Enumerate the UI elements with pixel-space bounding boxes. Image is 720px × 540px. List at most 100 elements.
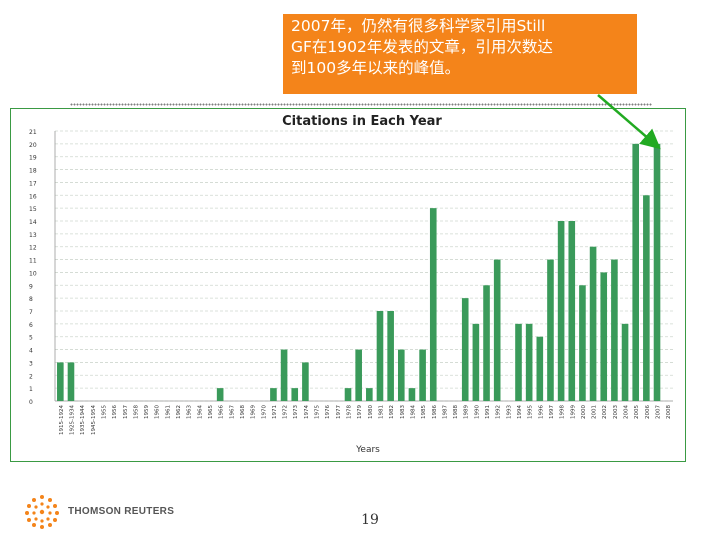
- x-tick-label: 1964: [197, 405, 203, 419]
- bar-1984: [408, 388, 416, 401]
- bar-1986: [429, 208, 437, 401]
- x-tick-label: 1971: [272, 405, 278, 419]
- y-tick-label: 14: [29, 219, 37, 226]
- x-tick-label: 1992: [496, 405, 502, 419]
- x-tick-label: 1972: [283, 405, 289, 419]
- y-tick-label: 15: [29, 206, 37, 213]
- bar-1978: [344, 388, 352, 401]
- x-tick-label: 1973: [293, 405, 299, 419]
- x-tick-label: 1925-1934: [69, 405, 75, 435]
- x-tick-label: 2004: [624, 405, 630, 419]
- x-tick-label: 1982: [389, 405, 395, 419]
- x-tick-label: 1979: [357, 405, 363, 419]
- x-tick-label: 2005: [634, 405, 640, 419]
- x-tick-label: 1959: [144, 405, 150, 419]
- y-tick-label: 20: [29, 142, 37, 149]
- x-tick-label: 1955: [101, 405, 107, 419]
- x-tick-label: 1993: [506, 405, 512, 419]
- x-tick-label: 2008: [666, 405, 672, 419]
- x-tick-label: 1994: [517, 405, 523, 419]
- y-tick-label: 0: [29, 399, 33, 406]
- bar-1992: [493, 259, 501, 401]
- x-tick-label: 1985: [421, 405, 427, 419]
- x-tick-label: 1991: [485, 405, 491, 419]
- bar-1971: [270, 388, 277, 401]
- thomson-reuters-logo: THOMSON REUTERS: [22, 492, 182, 532]
- x-tick-label: 1980: [368, 405, 374, 419]
- citations-bar-chart: Citations in Each Year 01234567891011121…: [29, 114, 673, 455]
- x-tick-label: 2006: [645, 405, 651, 419]
- x-tick-label: 2003: [613, 405, 619, 419]
- bar-1966: [216, 388, 224, 401]
- x-tick-label: 1990: [474, 405, 480, 419]
- x-tick-label: 1961: [165, 405, 171, 419]
- bar-1980: [366, 388, 373, 401]
- x-tick-label: 1966: [219, 405, 225, 419]
- x-tick-label: 1995: [528, 405, 534, 419]
- bar-1996: [536, 336, 544, 401]
- y-tick-label: 19: [29, 155, 37, 162]
- bar-1991: [483, 285, 490, 401]
- y-tick-label: 2: [29, 373, 33, 380]
- page-number: 19: [361, 512, 379, 528]
- chart-title: Citations in Each Year: [282, 114, 442, 129]
- x-tick-label: 1962: [176, 405, 182, 419]
- bar-1974: [302, 362, 309, 401]
- bar-1973: [291, 388, 299, 401]
- x-tick-label: 1969: [251, 405, 257, 419]
- y-tick-label: 16: [29, 193, 37, 200]
- annotation-callout: 2007年，仍然有很多科学家引用Still GF在1902年发表的文章，引用次数…: [283, 14, 637, 94]
- x-tick-label: 1968: [240, 405, 246, 419]
- x-tick-label: 1975: [315, 405, 321, 419]
- dotted-divider: [70, 103, 652, 106]
- y-tick-label: 13: [29, 232, 37, 239]
- y-tick-label: 11: [29, 258, 37, 265]
- bar-1915-1924: [57, 362, 64, 401]
- bar-1998: [557, 221, 565, 401]
- y-tick-label: 1: [29, 386, 33, 393]
- x-tick-label: 1970: [261, 405, 267, 419]
- x-tick-label: 1945-1954: [91, 405, 97, 435]
- bar-2007: [653, 143, 661, 401]
- bar-2003: [611, 259, 618, 401]
- bar-1997: [547, 259, 554, 401]
- x-tick-label: 1996: [538, 405, 544, 419]
- x-tick-label: 1989: [464, 405, 470, 419]
- x-tick-label: 1967: [229, 405, 235, 419]
- x-tick-label: 1935-1944: [80, 405, 86, 435]
- x-tick-label: 2007: [656, 405, 662, 419]
- y-tick-label: 12: [29, 245, 37, 252]
- x-axis-label: Years: [355, 445, 380, 455]
- callout-line-3: 到100多年以来的峰值。: [291, 59, 461, 77]
- x-tick-label: 1997: [549, 405, 555, 419]
- y-tick-label: 21: [29, 129, 37, 136]
- x-tick-label: 1988: [453, 405, 459, 419]
- bar-1982: [387, 311, 394, 401]
- bar-1972: [280, 349, 288, 401]
- x-tick-label: 1958: [133, 405, 139, 419]
- y-tick-label: 10: [29, 270, 37, 277]
- y-tick-label: 8: [29, 296, 33, 303]
- bar-1995: [525, 323, 533, 401]
- x-tick-label: 1957: [123, 405, 129, 419]
- x-tick-label: 1978: [347, 405, 353, 419]
- x-tick-label: 1976: [325, 405, 331, 419]
- x-tick-label: 1963: [187, 405, 193, 419]
- bar-1994: [515, 323, 522, 401]
- bar-1981: [376, 311, 384, 401]
- y-tick-label: 7: [29, 309, 33, 316]
- bar-2006: [643, 195, 650, 401]
- chart-panel: Citations in Each Year 0 1 2 3 4 5 6 7 8 9 10 11 12 1…: [10, 108, 686, 462]
- y-tick-label: 3: [29, 360, 33, 367]
- bar-2005: [632, 143, 640, 401]
- globe-dots-icon: [25, 495, 59, 529]
- x-tick-label: 1956: [112, 405, 118, 419]
- x-tick-label: 1999: [570, 405, 576, 419]
- x-tick-label: 1960: [155, 405, 161, 419]
- y-tick-label: 6: [29, 322, 33, 329]
- x-tick-label: 1977: [336, 405, 342, 419]
- bar-2000: [579, 285, 586, 401]
- x-tick-label: 1983: [400, 405, 406, 419]
- y-tick-label: 5: [29, 335, 33, 342]
- logo-text: THOMSON REUTERS: [68, 506, 175, 517]
